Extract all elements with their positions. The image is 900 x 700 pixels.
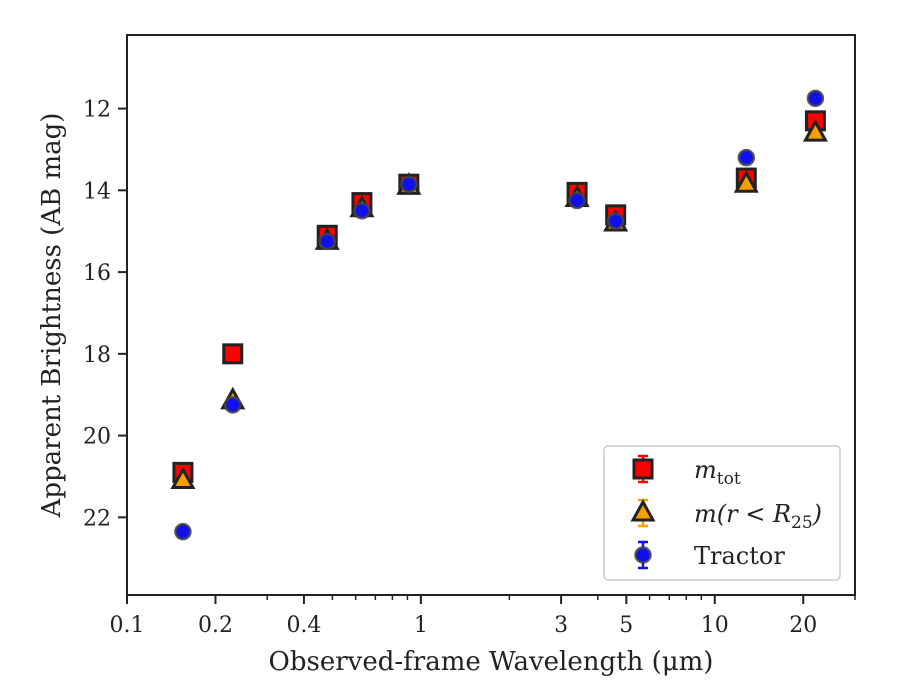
legend-label-mr25: m(r < R25) [694,500,822,533]
legend-box [603,445,841,581]
plot-frame [126,34,856,596]
legend-label-base: m [694,456,717,484]
tractor-point [224,396,242,414]
mr25-point [802,119,828,142]
legend-entry-mtot: mtot [632,454,741,489]
tractor-point [737,148,756,167]
x-tick-label: 0.2 [198,613,233,638]
y-axis-ticks: 12 14 16 18 20 22 [83,98,127,531]
tractor-point [400,175,418,193]
legend-label-subscript: 25 [791,513,813,533]
x-tick-label: 0.1 [110,613,145,638]
legend: mtot m(r < R25) Tractor [603,445,841,581]
data-points [170,89,828,541]
tractor-point [606,212,625,230]
mr25-point [170,466,196,490]
x-tick-label: 0.4 [286,613,321,638]
y-tick-label: 12 [83,98,111,123]
x-tick-label: 3 [554,613,568,638]
tractor-point [353,202,371,220]
legend-marker-mr25 [630,498,656,522]
legend-entry-mr25: m(r < R25) [630,498,822,533]
mr25-point [733,170,759,193]
tractor-point [174,522,192,541]
tractor-point [568,191,586,210]
mtot-point [222,343,244,365]
legend-label-base: Tractor [694,542,785,570]
y-axis-label: Apparent Brightness (AB mag) [37,113,67,519]
x-tick-label: 20 [789,613,817,638]
y-tick-label: 22 [83,506,111,531]
y-tick-label: 18 [83,343,111,368]
legend-label-base: m(r < R [694,500,791,528]
x-tick-label: 5 [619,613,633,638]
tractor-point [318,232,336,251]
legend-label-tractor: Tractor [694,542,785,570]
y-tick-label: 14 [83,179,111,204]
legend-marker-mtot [632,458,654,480]
tractor-point [806,89,825,108]
x-axis-label: Observed-frame Wavelength (μm) [269,647,714,677]
legend-label-suffix: ) [812,500,822,528]
legend-label-subscript: tot [717,469,741,489]
legend-label-mtot: mtot [694,456,741,489]
legend-marker-tractor [634,546,652,564]
y-tick-label: 20 [83,425,111,450]
series-tractor [174,89,825,541]
legend-entry-tractor: Tractor [634,540,785,570]
x-tick-label: 10 [701,613,729,638]
y-tick-label: 16 [83,261,111,286]
x-axis-ticks: 0.1 0.2 0.4 1 3 5 10 20 [110,595,856,638]
x-tick-label: 1 [414,613,428,638]
